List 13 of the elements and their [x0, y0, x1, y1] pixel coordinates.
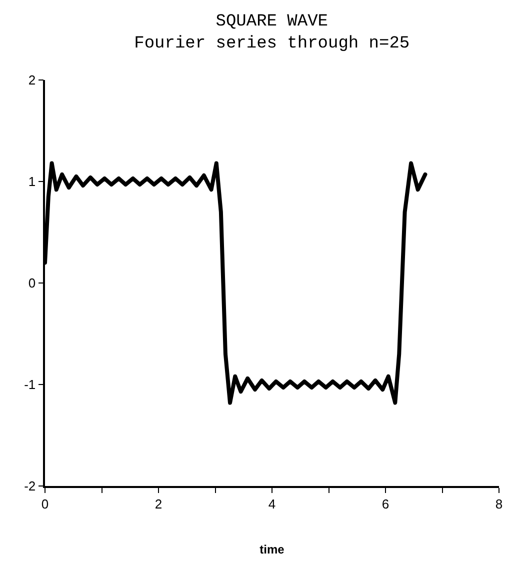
- chart-title: SQUARE WAVE: [216, 12, 328, 32]
- y-tick-label: -2: [24, 478, 36, 494]
- x-axis-title: time: [260, 542, 285, 557]
- x-tick-label: 6: [382, 496, 390, 512]
- chart-subtitle: Fourier series through n=25: [134, 34, 410, 54]
- x-tick-label: 2: [154, 496, 162, 512]
- x-tick-label: 4: [268, 496, 276, 512]
- x-tick-label: 8: [495, 496, 503, 512]
- y-tick-label: -1: [24, 377, 36, 392]
- x-tick-label: 0: [41, 496, 49, 512]
- y-tick-label: 2: [28, 72, 36, 88]
- y-tick-label: 1: [28, 174, 36, 190]
- y-tick-label: 0: [28, 276, 36, 291]
